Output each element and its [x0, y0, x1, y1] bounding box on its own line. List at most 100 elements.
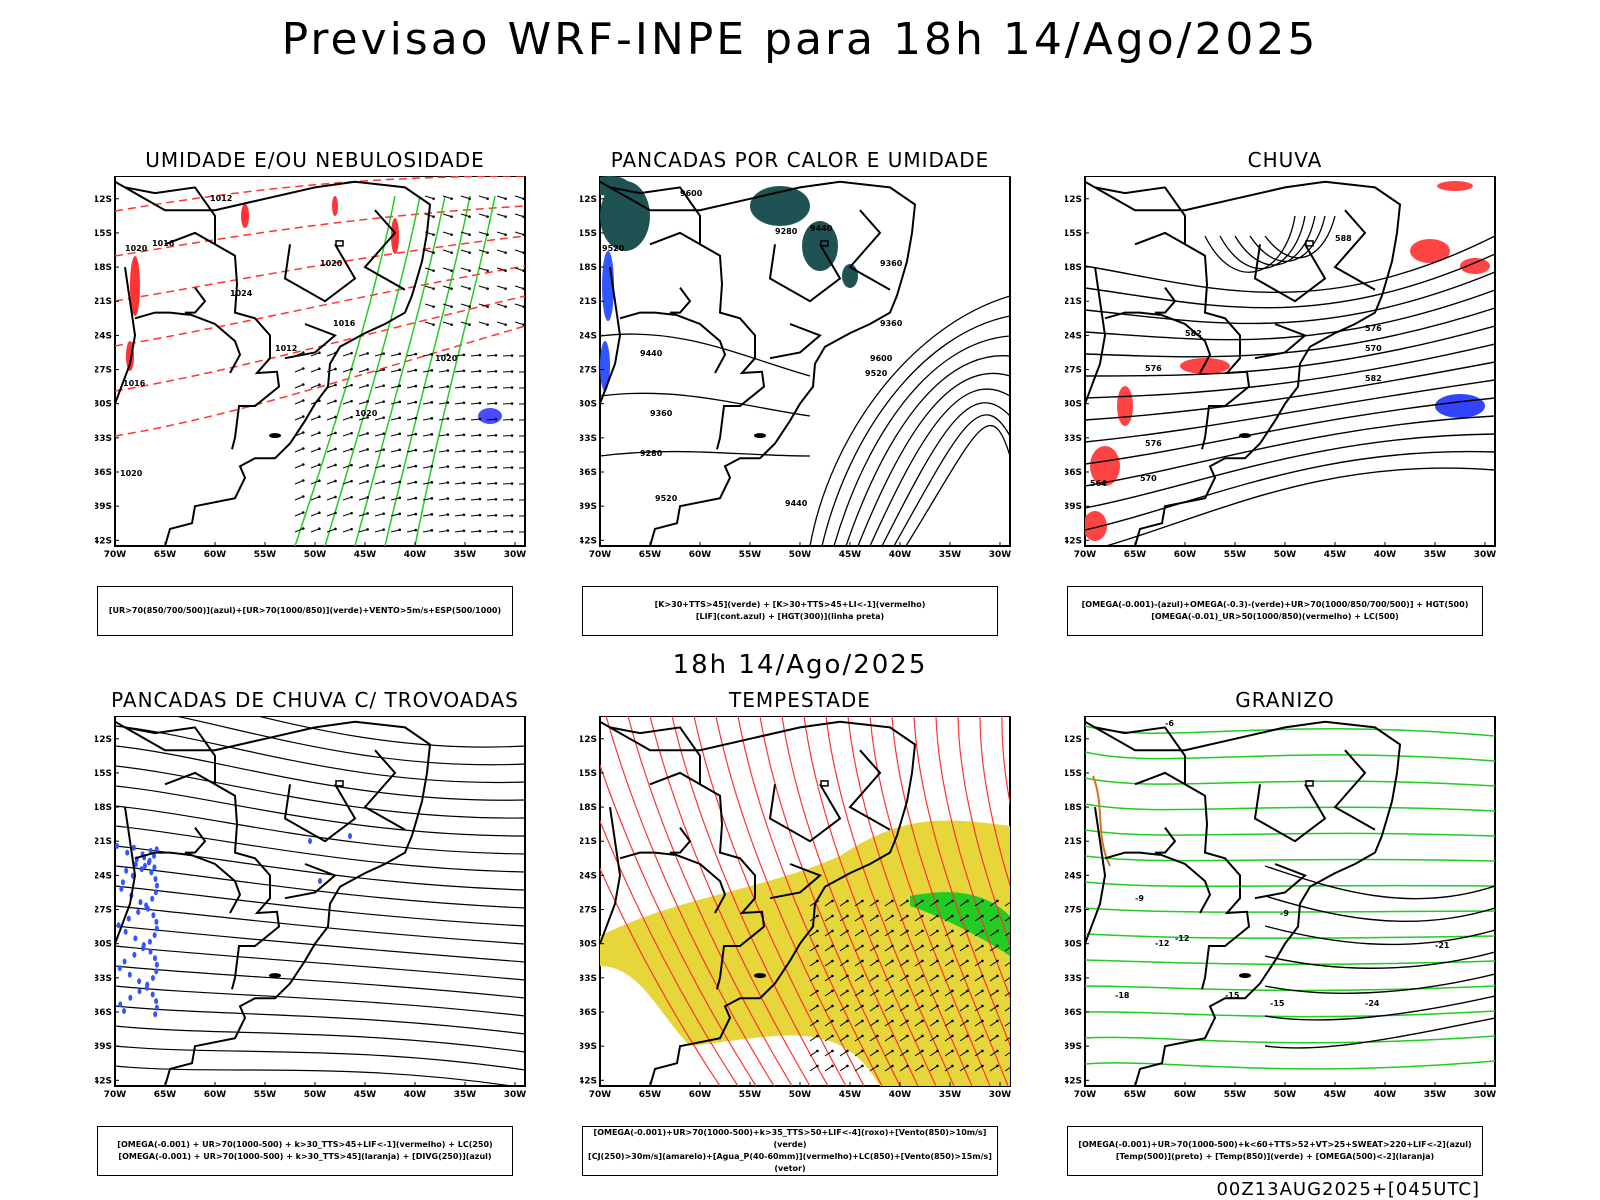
- wind-vector: [486, 530, 497, 533]
- wind-vector: [438, 450, 448, 453]
- wind-vector-head: [951, 959, 954, 963]
- lon-tick-label: 40W: [889, 550, 912, 560]
- lat-tick-label: 30S: [1065, 400, 1082, 410]
- wind-vector: [310, 448, 320, 453]
- wind-vector-head: [1011, 960, 1014, 963]
- wind-vector-head: [996, 899, 999, 903]
- hgt300-contour: [821, 315, 1010, 546]
- wind-vector-head: [414, 352, 418, 356]
- wind-vector-head: [398, 528, 402, 532]
- divergence-area: [120, 879, 125, 886]
- wind-vector-head: [494, 385, 498, 389]
- wind-vector: [358, 496, 368, 501]
- country-border: [1333, 209, 1376, 291]
- wind-vector: [358, 384, 368, 389]
- wind-vector: [514, 321, 524, 326]
- temp850-contour: [1085, 1035, 1495, 1044]
- thickness-contour: [115, 235, 525, 302]
- wind-vector: [914, 1035, 923, 1042]
- wind-vector: [929, 900, 938, 907]
- lat-tick-label: 18S: [1065, 263, 1082, 273]
- wind-vector: [310, 432, 320, 437]
- wind-vector-head: [846, 914, 849, 918]
- country-border: [164, 231, 216, 246]
- temp-label: -15: [1270, 999, 1285, 1008]
- wind-vector-head: [504, 323, 507, 326]
- wind-vector-head: [462, 529, 466, 533]
- lat-tick-label: 30S: [1065, 940, 1082, 950]
- wind-vector-head: [951, 899, 954, 903]
- wind-vector-head: [478, 481, 482, 485]
- wind-vector-head: [891, 974, 894, 978]
- wind-vector-head: [450, 233, 453, 236]
- wind-vector-head: [446, 385, 450, 388]
- wind-vector: [914, 960, 923, 967]
- wind-vector: [944, 1035, 953, 1042]
- wind-vector: [809, 960, 818, 967]
- lat-tick-label: 39S: [580, 1042, 597, 1052]
- lat-tick-label: 33S: [95, 974, 112, 984]
- lat-tick-label: 36S: [95, 1008, 112, 1018]
- wind-vector: [824, 1065, 833, 1072]
- wind-vector: [929, 915, 938, 922]
- divergence-area: [128, 994, 133, 1001]
- wind-vector-head: [1011, 930, 1014, 933]
- wind-vector-head: [414, 384, 418, 388]
- wind-vector: [390, 353, 400, 357]
- wind-vector: [809, 1005, 818, 1012]
- wind-vector-head: [430, 417, 434, 420]
- country-border: [769, 323, 822, 360]
- lat-tick-label: 24S: [1065, 871, 1082, 881]
- jet-stream-area: [600, 820, 1010, 1086]
- lon-tick-label: 70W: [589, 550, 612, 560]
- wind-vector: [824, 1035, 833, 1042]
- wind-vector: [406, 529, 416, 533]
- wind-vector-head: [876, 929, 879, 933]
- temp-label: -9: [1280, 909, 1289, 918]
- wind-vector: [1004, 931, 1010, 937]
- divergence-area: [154, 918, 159, 925]
- wind-vector: [514, 213, 524, 218]
- wind-vector: [989, 900, 998, 907]
- wind-vector-head: [462, 369, 466, 373]
- wind-vector: [959, 1050, 968, 1057]
- height-label: 570: [1140, 474, 1157, 483]
- temp-label: -15: [1225, 991, 1240, 1000]
- wind-vector-head: [504, 215, 507, 218]
- temp-label: -9: [1135, 894, 1144, 903]
- country-border: [1094, 726, 1251, 990]
- wind-vector-head: [966, 929, 969, 933]
- map-rain: 588 582 576 570 576 582 576 570 564 12S 15S 18S 21S 2…: [1065, 176, 1496, 560]
- country-border: [1104, 851, 1161, 860]
- lon-tick-label: 30W: [1474, 1090, 1497, 1100]
- wind-vector-head: [430, 497, 434, 500]
- wind-vector-head: [921, 1019, 924, 1023]
- wind-vector: [454, 402, 464, 405]
- wind-vector: [326, 512, 336, 517]
- lon-tick-label: 30W: [504, 1090, 527, 1100]
- wind-vector: [824, 990, 833, 997]
- wind-vector-head: [350, 511, 353, 515]
- wind-vector-head: [861, 959, 864, 963]
- wind-vector-head: [366, 448, 369, 451]
- wind-vector-head: [816, 989, 819, 993]
- wind-vector-head: [951, 944, 954, 948]
- wind-vector: [390, 481, 400, 485]
- wind-vector: [374, 481, 384, 485]
- wind-vector-head: [414, 512, 418, 516]
- wind-vector-head: [510, 402, 514, 405]
- wind-vector-head: [861, 1064, 864, 1068]
- height-label: 9280: [775, 227, 798, 236]
- country-border: [164, 771, 216, 786]
- wind-vector: [486, 418, 497, 421]
- lon-tick-label: 45W: [354, 1090, 377, 1100]
- wind-vector: [1004, 916, 1010, 922]
- temp500-contour: [1264, 895, 1495, 922]
- lon-tick-label: 45W: [1324, 550, 1347, 560]
- wind-vector: [358, 352, 368, 357]
- panel-thunderstorm-showers: PANCADAS DE CHUVA C/ TROVOADAS 12S 15S 18S…: [95, 688, 535, 1188]
- streamline: [957, 716, 1010, 947]
- country-border: [1094, 186, 1251, 450]
- country-border: [649, 771, 701, 786]
- wind-vector: [326, 416, 336, 421]
